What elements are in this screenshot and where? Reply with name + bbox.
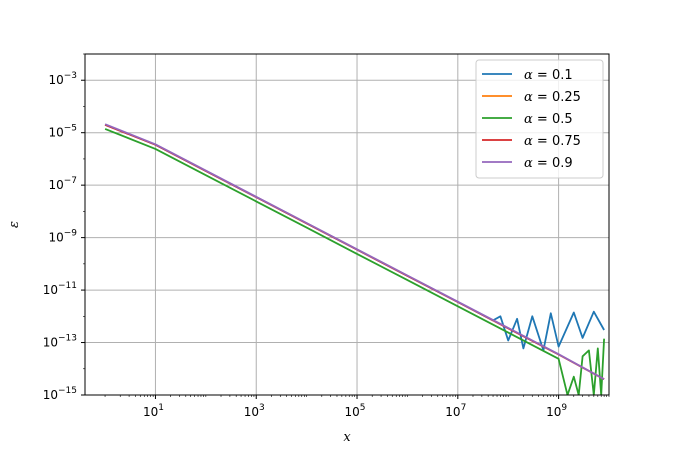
axis-ticks: 101 103 105 107 109 10−15 10−13 10−11 10−9 10−7 10… (43, 53, 610, 419)
legend-entry: α = 0.1 (524, 68, 573, 83)
y-tick-label: 10−3 (48, 71, 77, 87)
y-tick-label: 10−11 (43, 281, 77, 297)
y-tick-label: 10−13 (43, 334, 77, 350)
plot-area (104, 123, 605, 395)
x-axis-label: x (343, 430, 351, 445)
x-tick-label: 105 (345, 403, 366, 419)
y-axis-label: ε (7, 221, 22, 228)
x-tick-label: 109 (546, 403, 567, 419)
legend-entry: α = 0.5 (524, 112, 573, 127)
y-tick-label: 10−9 (48, 229, 77, 245)
y-tick-label: 10−5 (48, 124, 77, 140)
x-tick-label: 101 (143, 403, 164, 419)
x-tick-label: 103 (244, 403, 265, 419)
y-tick-label: 10−7 (48, 176, 77, 192)
legend-entry: α = 0.9 (524, 156, 573, 171)
legend-entry: α = 0.75 (524, 134, 581, 149)
x-tick-label: 107 (445, 403, 466, 419)
legend-box (475, 59, 604, 179)
legend-entry: α = 0.25 (524, 90, 581, 105)
series-line-2 (104, 128, 605, 395)
legend: α = 0.1 α = 0.25 α = 0.5 α = 0.75 α = 0.9 (475, 59, 604, 179)
plot-frame (84, 53, 610, 396)
series-line-4 (104, 123, 605, 380)
y-tick-label: 10−15 (43, 386, 77, 402)
